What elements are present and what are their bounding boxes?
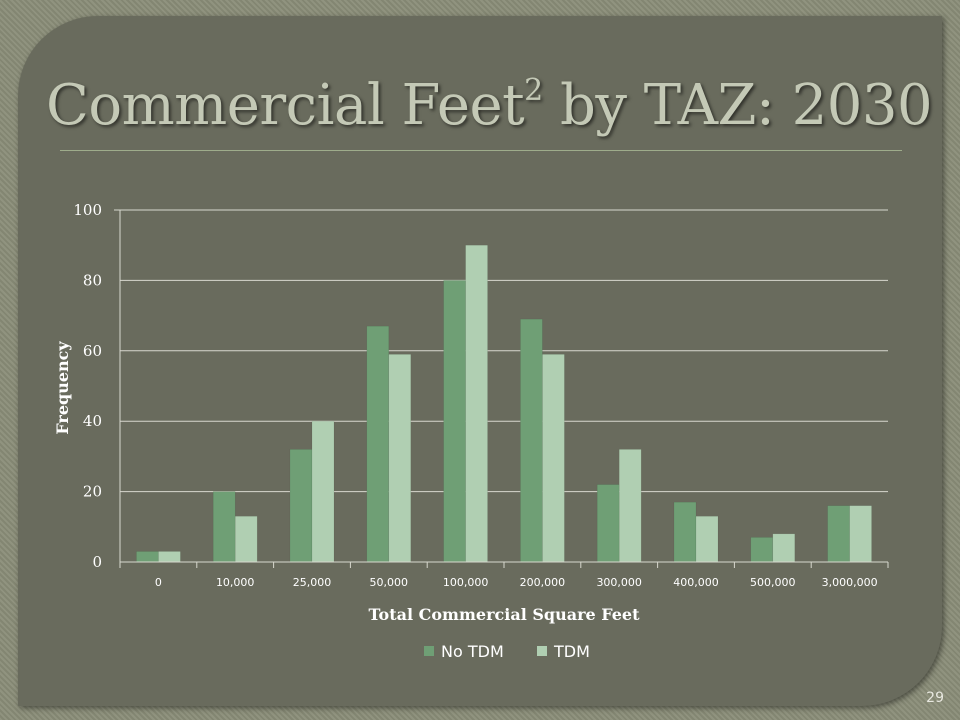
x-tick-label: 10,000 [216,576,255,589]
x-tick-label: 200,000 [520,576,566,589]
y-tick-label: 80 [83,271,102,289]
title-underline [60,150,902,151]
legend-swatch-no-tdm [424,646,434,656]
x-tick-label: 50,000 [370,576,409,589]
x-tick-label: 500,000 [750,576,796,589]
x-tick-label: 3,000,000 [822,576,878,589]
slide-title-superscript: 2 [524,73,543,108]
y-tick-label: 40 [83,412,102,430]
y-tick-label: 60 [83,342,102,360]
bar-tdm [695,515,719,563]
bar-no-tdm [673,501,697,563]
bar-tdm [388,354,412,563]
x-tick-label: 400,000 [673,576,719,589]
legend: No TDM TDM [424,642,590,661]
bar-no-tdm [520,318,543,563]
bar-tdm [465,244,488,563]
x-tick-label: 300,000 [596,576,642,589]
bar-tdm [158,551,181,563]
legend-swatch-tdm [537,646,547,656]
bar-no-tdm [212,491,236,563]
slide-title-main: Commercial Feet [46,73,525,138]
bar-no-tdm [596,484,620,563]
bar-tdm [849,505,872,563]
bar-tdm [234,515,258,563]
bar-tdm [311,420,335,563]
bar-no-tdm [827,505,850,563]
bar-no-tdm [366,325,390,563]
slide-title: Commercial Feet2 by TAZ: 2030 [46,66,933,146]
slide-number: 29 [926,690,944,706]
bars [136,244,872,563]
legend-label-no-tdm: No TDM [441,642,504,661]
gridlines [120,209,888,493]
y-axis-label: Frequency [53,341,72,435]
bar-no-tdm [443,280,466,563]
legend-label-tdm: TDM [553,642,590,661]
bar-no-tdm [750,537,774,563]
bar-tdm [618,449,642,563]
x-tick-label: 100,000 [443,576,489,589]
bar-no-tdm [136,551,159,563]
x-tick-label: 0 [155,576,162,589]
y-tick-label: 20 [83,483,102,501]
slide-title-rest: by TAZ: 2030 [542,73,933,138]
axes: 0 20 40 60 80 100 0 10,000 25,000 50,000 100,000 20… [73,201,889,589]
bar-tdm [542,354,565,563]
bar-no-tdm [289,449,313,563]
x-tick-label: 25,000 [293,576,332,589]
y-tick-label: 0 [92,553,102,571]
bar-tdm [772,533,796,563]
y-tick-label: 100 [73,201,102,219]
x-axis-label: Total Commercial Square Feet [368,605,640,624]
